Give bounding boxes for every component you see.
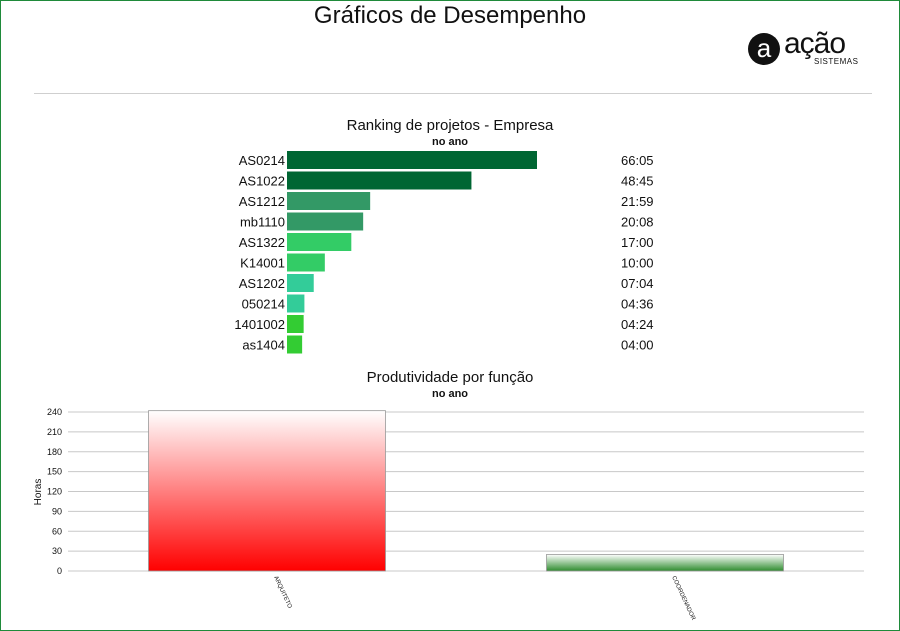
y-tick-label: 90 xyxy=(52,506,62,516)
page-title: Gráficos de Desempenho xyxy=(313,2,587,29)
y-axis-label: Horas xyxy=(33,479,44,506)
bar-1401002 xyxy=(287,315,304,333)
category-label: AS1212 xyxy=(239,194,285,209)
x-tick-label: ARQUITETO xyxy=(272,575,292,609)
bar-AS0214 xyxy=(287,151,537,169)
bar-coordenador xyxy=(546,554,784,572)
y-tick-label: 60 xyxy=(52,526,62,536)
ranking-chart-subtitle: no ano xyxy=(431,136,469,148)
ranking-chart-title: Ranking de projetos - Empresa xyxy=(346,117,554,134)
y-tick-label: 30 xyxy=(52,546,62,556)
bar-AS1022 xyxy=(287,171,472,190)
productivity-chart: 0 30 60 90 120 150 180 210 240 Horas ARQUITETO COOR… xyxy=(33,407,864,622)
x-tick-label: COORDENADOR xyxy=(670,575,696,622)
y-tick-label: 0 xyxy=(57,566,62,576)
ranking-chart: AS0214 66:05 AS1022 48:45 AS1212 21:59 mb1110 2… xyxy=(234,151,654,354)
y-tick-label: 240 xyxy=(47,407,62,417)
bar-AS1202 xyxy=(287,274,314,292)
value-label: 04:36 xyxy=(621,297,654,312)
productivity-chart-subtitle: no ano xyxy=(431,388,469,400)
bar-AS1212 xyxy=(287,192,371,210)
bar-mb1110 xyxy=(287,212,364,231)
bar-arquiteto xyxy=(148,410,386,572)
y-tick-label: 150 xyxy=(47,467,62,477)
value-label: 20:08 xyxy=(621,215,654,230)
value-label: 66:05 xyxy=(621,153,654,168)
value-label: 48:45 xyxy=(621,174,654,189)
bar-as1404 xyxy=(287,335,303,354)
productivity-chart-title: Produtividade por função xyxy=(366,369,534,386)
company-logo: a ação SISTEMAS xyxy=(748,27,859,73)
category-label: AS1022 xyxy=(239,174,285,189)
category-label: K14001 xyxy=(240,256,285,271)
value-label: 04:24 xyxy=(621,317,654,332)
logo-word: ação xyxy=(784,27,846,60)
value-label: 07:04 xyxy=(621,276,654,291)
value-label: 04:00 xyxy=(621,338,654,353)
y-tick-label: 180 xyxy=(47,447,62,457)
bar-050214 xyxy=(287,294,305,313)
category-label: AS1322 xyxy=(239,235,285,250)
y-tick-label: 120 xyxy=(47,487,62,497)
bar-AS1322 xyxy=(287,233,352,251)
category-label: AS0214 xyxy=(239,153,285,168)
y-tick-label: 210 xyxy=(47,427,62,437)
logo-subtitle: SISTEMAS xyxy=(814,57,859,66)
category-label: as1404 xyxy=(242,338,285,353)
value-label: 17:00 xyxy=(621,235,654,250)
category-label: AS1202 xyxy=(239,276,285,291)
header-divider xyxy=(34,93,872,94)
category-label: mb1110 xyxy=(240,215,285,230)
value-label: 21:59 xyxy=(621,194,654,209)
bar-K14001 xyxy=(287,253,325,272)
category-label: 1401002 xyxy=(234,317,285,332)
category-label: 050214 xyxy=(242,297,285,312)
value-label: 10:00 xyxy=(621,256,654,271)
logo-mark: a xyxy=(748,33,780,65)
